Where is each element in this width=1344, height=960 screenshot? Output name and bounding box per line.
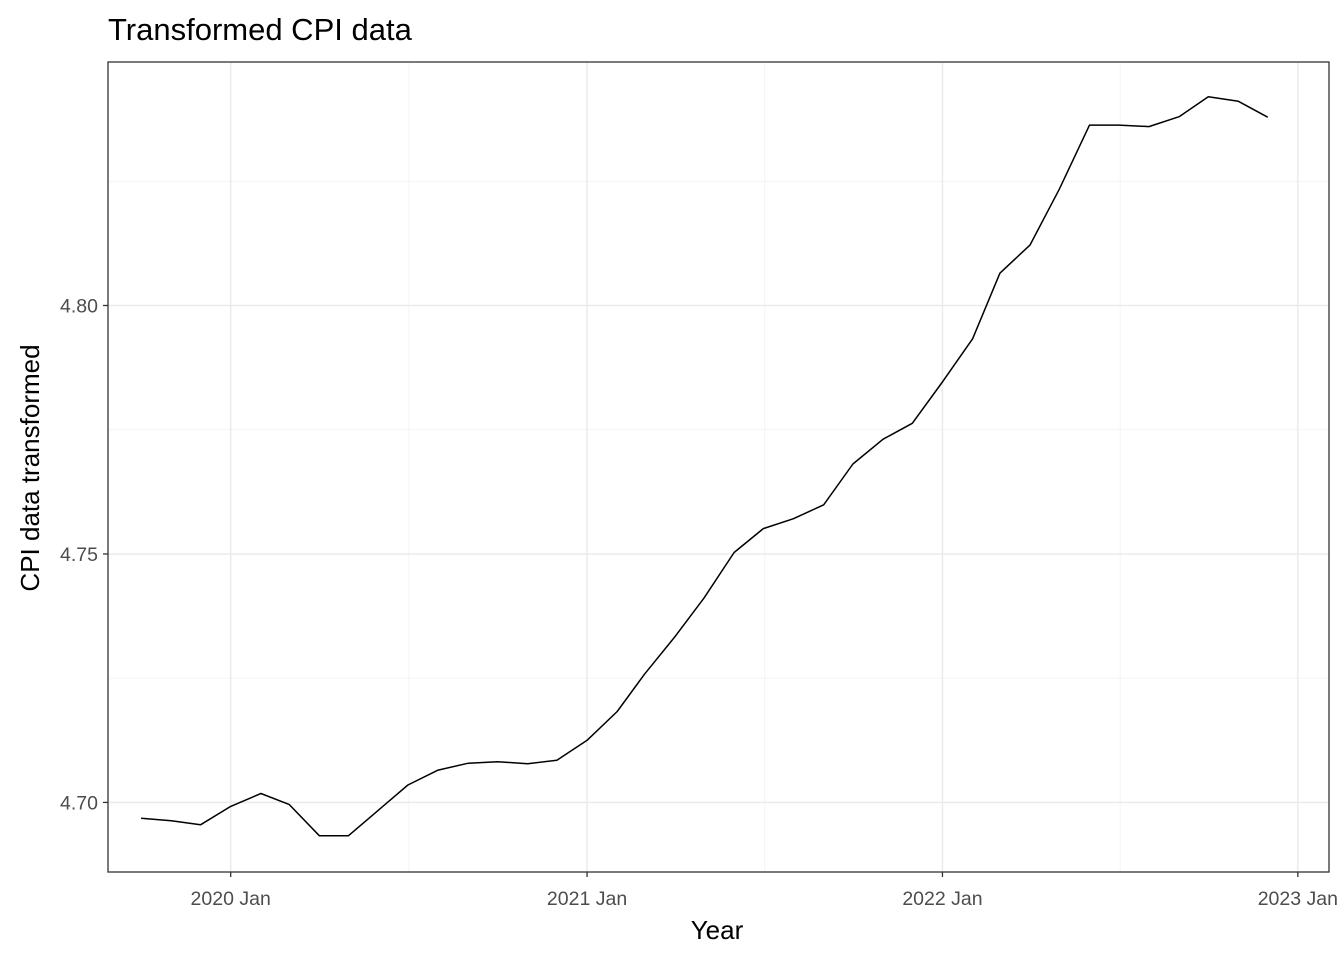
chart-title: Transformed CPI data — [108, 12, 413, 47]
x-axis: 2020 Jan 2021 Jan 2022 Jan 2023 Jan — [191, 872, 1338, 910]
cpi-series-line — [141, 96, 1269, 837]
y-tick-label: 4.80 — [60, 295, 98, 317]
y-tick-label: 4.75 — [60, 544, 98, 566]
y-axis: 4.70 4.75 4.80 — [60, 295, 108, 814]
x-tick-label: 2022 Jan — [902, 888, 982, 910]
x-axis-title: Year — [691, 915, 744, 945]
x-tick-label: 2023 Jan — [1258, 888, 1338, 910]
major-gridlines — [108, 62, 1329, 872]
minor-gridlines — [108, 62, 1329, 872]
y-axis-title: CPI data transformed — [15, 344, 45, 591]
x-tick-label: 2020 Jan — [191, 888, 271, 910]
plot-panel-border — [107, 61, 1330, 873]
y-tick-label: 4.70 — [60, 792, 98, 814]
x-tick-label: 2021 Jan — [547, 888, 627, 910]
